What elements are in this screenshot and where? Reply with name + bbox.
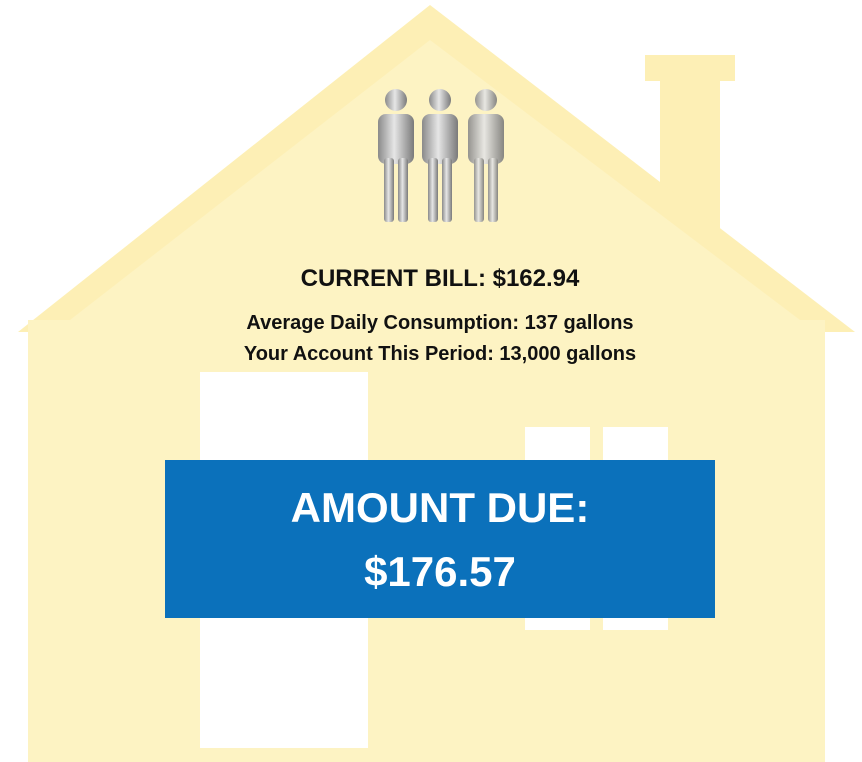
amount-box: [165, 460, 715, 618]
account-period: Your Account This Period: 13,000 gallons: [244, 343, 636, 365]
average-daily: Average Daily Consumption: 137 gallons: [246, 312, 633, 334]
amount-value: $176.57: [364, 548, 516, 595]
chimney-cap: [645, 55, 735, 81]
amount-label: AMOUNT DUE:: [291, 484, 590, 531]
current-bill: CURRENT BILL: $162.94: [301, 265, 580, 292]
